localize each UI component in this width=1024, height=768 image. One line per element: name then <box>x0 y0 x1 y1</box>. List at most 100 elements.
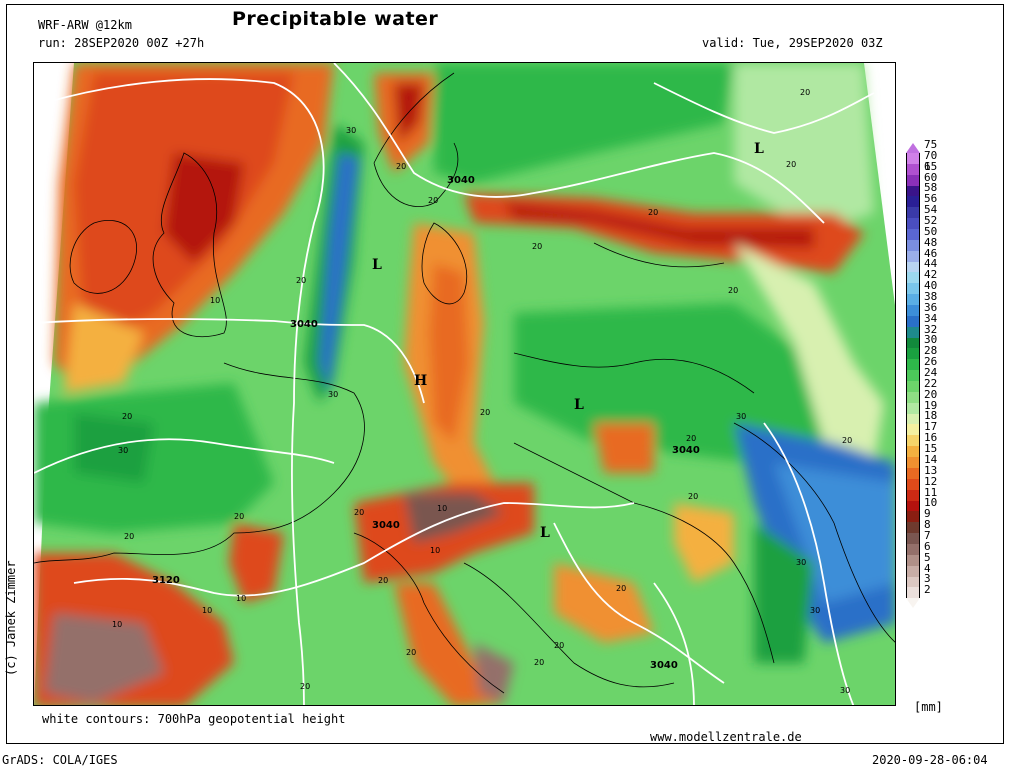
colorbar-segment <box>906 294 920 306</box>
pw-label: 20 <box>296 276 306 285</box>
pw-label: 10 <box>236 594 246 603</box>
colorbar-label: 9 <box>924 507 931 521</box>
colorbar-label: 8 <box>924 518 931 532</box>
colorbar-segment <box>906 250 920 262</box>
valid-label: valid: Tue, 29SEP2020 03Z <box>702 36 883 50</box>
height-label: 3120 <box>152 575 180 586</box>
height-label: 3040 <box>372 520 400 531</box>
pw-label: 30 <box>346 126 356 135</box>
colorbar-segment <box>906 587 920 599</box>
pw-label: 10 <box>437 504 447 513</box>
colorbar-label: 40 <box>924 279 938 293</box>
colorbar-segment <box>906 272 920 284</box>
pw-label: 10 <box>202 606 212 615</box>
pw-label: 10 <box>210 296 220 305</box>
pw-label: 20 <box>354 508 364 517</box>
colorbar-label: 16 <box>924 431 938 445</box>
high-pressure-label: H <box>414 373 427 389</box>
colorbar-segment <box>906 326 920 338</box>
pw-label: 20 <box>648 208 658 217</box>
colorbar-label: 58 <box>924 181 938 195</box>
pw-label: 30 <box>796 558 806 567</box>
pw-label: 20 <box>428 196 438 205</box>
pw-label: 20 <box>396 162 406 171</box>
contours-note: white contours: 700hPa geopotential heig… <box>42 712 346 726</box>
colorbar-label: 3 <box>924 572 931 586</box>
colorbar-segment <box>906 511 920 523</box>
colorbar-segment <box>906 522 920 534</box>
map-title: Precipitable water <box>232 8 439 30</box>
pw-label: 20 <box>406 648 416 657</box>
colorbar-segment <box>906 402 920 414</box>
colorbar-labels: 75 70 65 60 58 56 54 52 50 48 46 44 42 40 38 36 34 32 30 2… <box>924 138 938 595</box>
colorbar-segment <box>906 489 920 501</box>
colorbar-segment <box>906 391 920 403</box>
colorbar-label: 12 <box>924 474 938 488</box>
colorbar-segment <box>906 457 920 468</box>
colorbar-segment <box>906 467 920 479</box>
colorbar-segment <box>906 261 920 273</box>
colorbar-label: 42 <box>924 268 938 282</box>
pw-label: 20 <box>554 641 564 650</box>
timestamp-label: 2020-09-28-06:04 <box>872 753 988 767</box>
copyright-label: (c) Janek Zimmer <box>4 560 18 676</box>
colorbar-label: 44 <box>924 257 938 271</box>
low-pressure-label: L <box>754 141 764 157</box>
colorbar-label: 50 <box>924 224 938 238</box>
colorbar-bottom-triangle <box>906 598 920 609</box>
colorbar-segment <box>906 174 920 186</box>
colorbar-segment <box>906 207 920 219</box>
colorbar-segment <box>906 229 920 240</box>
pw-label: 30 <box>736 412 746 421</box>
website-link[interactable]: www.modellzentrale.de <box>650 730 802 744</box>
colorbar-label: 26 <box>924 355 938 369</box>
colorbar-label: 70 <box>924 148 938 162</box>
colorbar-label: 65 <box>924 159 938 173</box>
pw-label: 20 <box>842 436 852 445</box>
low-pressure-label: L <box>372 257 382 273</box>
low-pressure-label: L <box>540 525 550 541</box>
pw-label: 10 <box>430 546 440 555</box>
colorbar-segment <box>906 337 920 349</box>
colorbar-segment <box>906 554 920 566</box>
colorbar-segment <box>906 218 920 230</box>
colorbar-segment <box>906 500 920 512</box>
pw-label: 20 <box>234 512 244 521</box>
colorbar-segment <box>906 543 920 555</box>
run-label: run: 28SEP2020 00Z +27h <box>38 36 205 50</box>
geopotential-contours <box>34 63 875 705</box>
coastlines <box>34 72 895 694</box>
colorbar-segment <box>906 315 920 327</box>
colorbar-label: 60 <box>924 170 938 184</box>
unit-label: [mm] <box>914 700 943 714</box>
colorbar-segment <box>906 359 920 371</box>
colorbar-label: 28 <box>924 344 938 358</box>
colorbar-label: 10 <box>924 496 938 510</box>
pw-label: 20 <box>728 286 738 295</box>
colorbar-segment <box>906 370 920 382</box>
pw-label: 30 <box>328 390 338 399</box>
colorbar-label: 38 <box>924 290 938 304</box>
colorbar <box>906 143 920 609</box>
colorbar-label: 19 <box>924 398 938 412</box>
pw-label: 20 <box>378 576 388 585</box>
colorbar-label: 24 <box>924 366 938 380</box>
colorbar-label: 7 <box>924 528 931 542</box>
pw-label: 30 <box>840 686 850 695</box>
pw-label: 30 <box>810 606 820 615</box>
colorbar-segment <box>906 283 920 295</box>
colorbar-label: 75 <box>924 138 938 151</box>
pw-label: 20 <box>616 584 626 593</box>
colorbar-segment <box>906 348 920 360</box>
colorbar-segment <box>906 446 920 458</box>
colorbar-label: 14 <box>924 452 938 466</box>
colorbar-segment <box>906 424 920 436</box>
colorbar-label: 30 <box>924 333 938 347</box>
colorbar-label: 48 <box>924 235 938 249</box>
precipitable-water-map[interactable]: H L L L L 3040 3040 3040 3040 3040 3120 … <box>33 62 896 706</box>
colorbar-label: 46 <box>924 246 938 260</box>
height-label: 3040 <box>672 445 700 456</box>
colorbar-segment <box>906 196 920 208</box>
colorbar-segment <box>906 381 920 392</box>
colorbar-segment <box>906 305 920 316</box>
